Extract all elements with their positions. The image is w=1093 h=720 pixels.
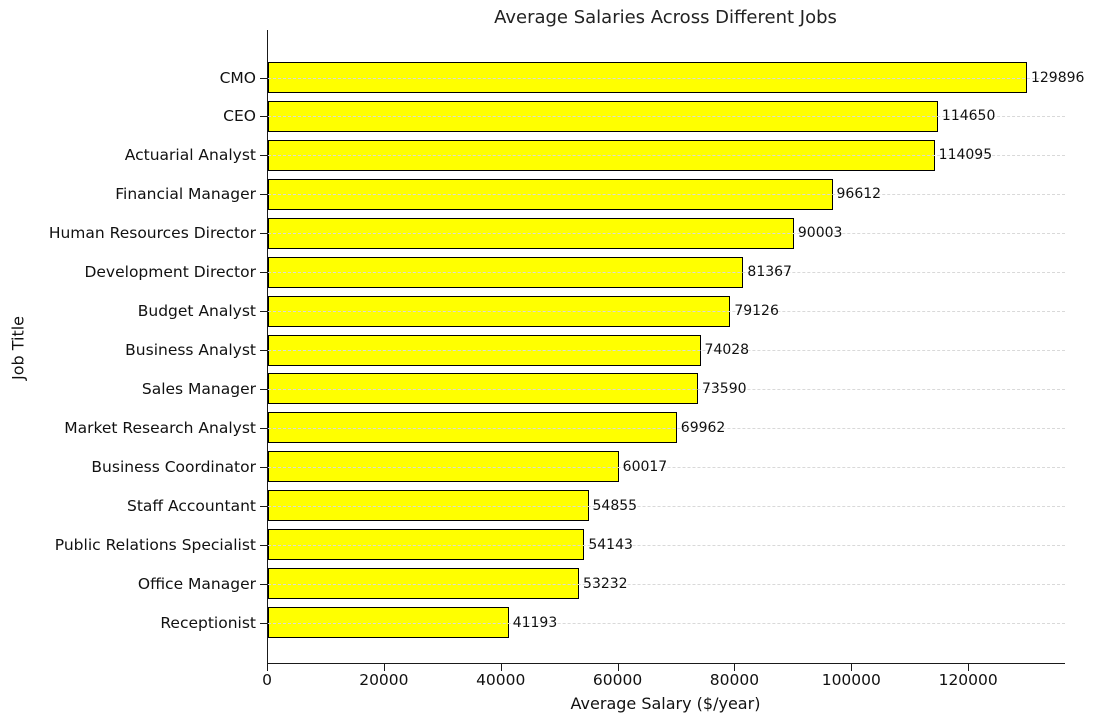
x-tick-label: 40000 [476,671,526,689]
gridline [268,233,1065,235]
y-tick-mark [260,350,267,351]
bar-value-label: 96612 [836,186,882,203]
x-tick-mark [383,664,385,671]
chart-title: Average Salaries Across Different Jobs [494,7,837,28]
y-tick-mark [260,116,267,118]
bar-value-label: 54855 [592,497,638,514]
bar-value-label: 53232 [583,575,628,592]
x-tick-label: 0 [262,671,272,689]
y-tick-label: Market Research Analyst [64,418,256,437]
x-tick-label: 60000 [592,671,643,689]
y-tick-mark [260,155,267,157]
y-tick-label: Financial Manager [115,185,256,204]
y-tick-mark [260,77,267,79]
gridline [268,583,1065,585]
y-tick-label: CEO [223,107,256,126]
y-tick-mark [260,311,267,313]
gridline [268,272,1065,274]
gridline [268,427,1065,429]
bar-value-label: 81367 [747,264,792,281]
y-tick-label: CMO [219,68,256,87]
x-tick-mark [617,664,619,671]
y-tick-mark [260,544,267,546]
x-tick-label: 80000 [709,671,760,689]
gridline [268,505,1065,507]
x-tick-mark [500,664,502,671]
x-axis-label: Average Salary ($/year) [570,694,761,713]
bar-value-label: 129896 [1030,69,1085,86]
gridline [268,194,1065,196]
y-tick-label: Budget Analyst [137,302,256,321]
gridline [268,155,1065,157]
x-tick-mark [734,664,736,671]
y-tick-label: Business Coordinator [91,457,256,476]
bar-value-label: 90003 [797,225,843,242]
y-tick-label: Actuarial Analyst [124,146,256,165]
y-tick-label: Receptionist [160,613,256,632]
gridline [268,544,1065,546]
y-tick-mark [260,388,267,390]
y-tick-label: Human Resources Director [48,224,256,243]
x-tick-mark [851,664,853,671]
y-tick-mark [260,233,267,235]
bar-value-label: 79126 [734,303,779,320]
gridline [268,77,1065,79]
gridline [268,466,1065,468]
x-tick-label: 120000 [938,671,998,689]
bar-value-label: 73590 [701,380,747,397]
gridline [268,116,1065,118]
x-tick-label: 100000 [821,671,881,689]
y-tick-mark [260,466,267,468]
gridline [268,622,1065,624]
x-tick-label: 20000 [359,671,409,689]
y-tick-label: Staff Accountant [126,496,256,515]
y-tick-label: Development Director [84,263,256,282]
bar-value-label: 54143 [588,536,633,553]
y-tick-mark [260,622,267,624]
gridline [268,388,1065,390]
x-tick-mark [267,664,268,671]
x-tick-mark [968,664,970,671]
bar-value-label: 41193 [512,614,558,631]
bar-value-label: 69962 [680,419,726,436]
plot-area: 129896 114650 114095 96612 90003 81367 79126 74… [267,30,1084,664]
y-tick-label: Public Relations Specialist [54,535,256,554]
y-tick-mark [260,505,267,507]
bar-value-label: 114095 [938,147,993,164]
gridline [268,311,1065,313]
y-tick-mark [260,427,267,429]
bar-value-label: 74028 [704,342,750,358]
y-tick-label: Office Manager [137,574,256,593]
y-tick-mark [260,194,267,196]
bar-value-label: 114650 [941,108,996,125]
bar-value-label: 60017 [622,458,668,475]
y-tick-mark [260,583,267,585]
y-tick-label: Business Analyst [125,341,256,359]
y-tick-mark [260,272,267,274]
gridline [268,350,1065,351]
y-tick-label: Sales Manager [141,379,256,398]
